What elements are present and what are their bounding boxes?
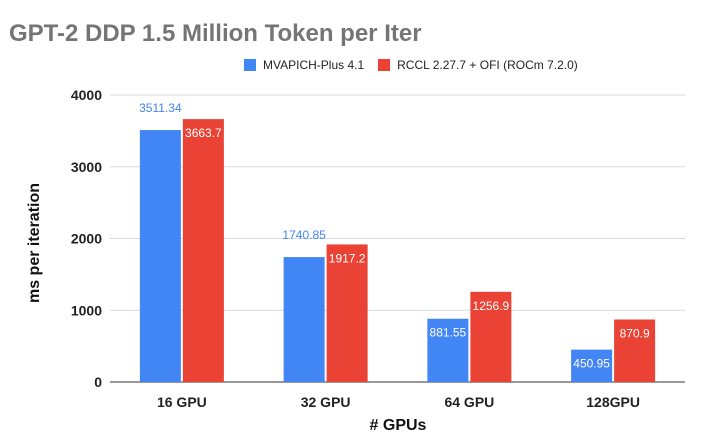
data-label: 3663.7: [185, 126, 222, 140]
x-tick-label: 128GPU: [586, 394, 640, 410]
legend-item-series-2[interactable]: RCCL 2.27.7 + OFI (ROCm 7.2.0): [378, 58, 578, 72]
bar-series-2[interactable]: [614, 319, 656, 382]
chart-title: GPT-2 DDP 1.5 Million Token per Iter: [9, 20, 422, 47]
bar-series-1[interactable]: [139, 130, 181, 382]
y-tick-label: 3000: [71, 159, 102, 175]
bar-series-2[interactable]: [470, 291, 512, 382]
data-label: 3511.34: [139, 101, 182, 115]
legend: MVAPICH-Plus 4.1 RCCL 2.27.7 + OFI (ROCm…: [244, 58, 592, 72]
data-label: 870.9: [620, 327, 650, 341]
data-label: 450.95: [573, 357, 610, 371]
x-tick-label: 32 GPU: [301, 394, 351, 410]
bar-series-2[interactable]: [182, 119, 224, 383]
legend-label: RCCL 2.27.7 + OFI (ROCm 7.2.0): [397, 58, 578, 72]
legend-swatch: [378, 59, 391, 71]
y-tick-label: 0: [94, 374, 102, 390]
legend-swatch: [244, 59, 256, 71]
data-label: 1256.9: [473, 299, 510, 313]
x-tick-label: 16 GPU: [157, 394, 207, 410]
legend-label: MVAPICH-Plus 4.1: [263, 58, 365, 72]
y-axis-title: ms per iteration: [26, 183, 43, 303]
x-tick-label: 64 GPU: [444, 394, 494, 410]
bar-series-2[interactable]: [326, 244, 368, 382]
y-tick-label: 4000: [71, 87, 102, 103]
data-label: 1740.85: [282, 228, 326, 242]
legend-item-series-1[interactable]: MVAPICH-Plus 4.1: [244, 58, 364, 72]
x-axis-title: # GPUs: [370, 417, 427, 434]
y-tick-label: 2000: [71, 231, 102, 247]
bar-series-1[interactable]: [427, 318, 469, 382]
bar-series-1[interactable]: [571, 349, 613, 382]
data-label: 881.55: [430, 326, 467, 340]
data-label: 1917.2: [329, 251, 366, 265]
bar-series-1[interactable]: [283, 257, 325, 382]
y-tick-label: 1000: [71, 302, 102, 318]
